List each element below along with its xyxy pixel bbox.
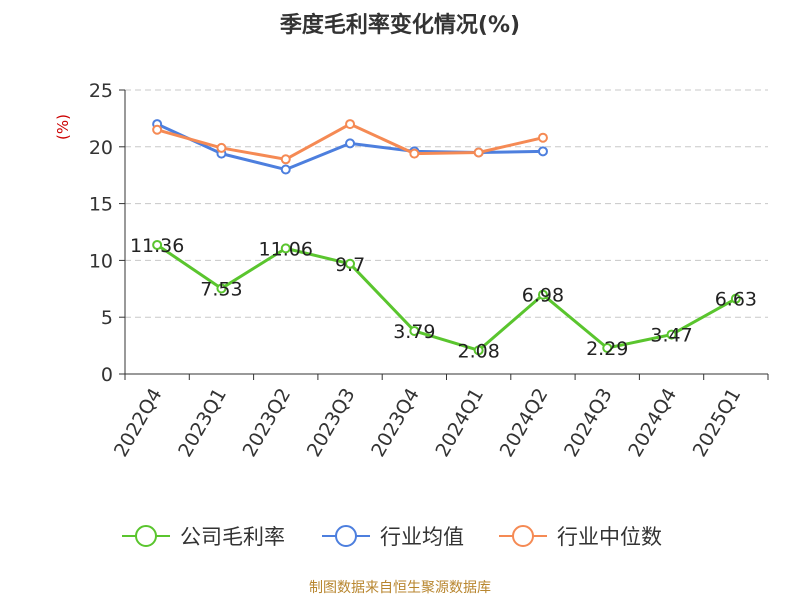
data-point <box>666 329 677 340</box>
x-tick-label: 2022Q4 <box>110 385 167 461</box>
data-point <box>473 345 484 356</box>
data-point <box>537 132 548 143</box>
data-point <box>537 289 548 300</box>
grid <box>125 89 768 318</box>
data-point <box>345 258 356 269</box>
axes: 0 5 10 15 20 25 2022Q4 2023Q1 2023Q2 2023Q3 2023Q4… <box>89 80 769 461</box>
x-tick-label: 2023Q1 <box>174 385 231 461</box>
legend-item-1[interactable]: 行业均值 <box>322 525 464 549</box>
data-label: 3.47 <box>650 325 692 347</box>
x-tick-label: 2024Q2 <box>496 385 553 461</box>
x-tick-label: 2023Q4 <box>367 385 424 461</box>
legend-marker <box>135 525 157 547</box>
data-label: 11.36 <box>130 235 184 257</box>
legend-label: 公司毛利率 <box>180 525 285 549</box>
data-point <box>602 342 613 353</box>
data-point <box>345 138 356 149</box>
data-point <box>280 154 291 165</box>
chart-title: 季度毛利率变化情况(%) <box>280 12 520 38</box>
data-point <box>409 148 420 159</box>
data-label: 9.7 <box>335 254 365 276</box>
data-point <box>152 124 163 135</box>
data-label: 3.79 <box>393 321 435 343</box>
data-point <box>473 147 484 158</box>
y-tick-label: 0 <box>101 364 113 386</box>
data-point <box>152 239 163 250</box>
y-axis-unit: (%) <box>54 114 72 140</box>
data-point <box>216 142 227 153</box>
data-label: 2.08 <box>457 340 499 362</box>
x-tick-label: 2024Q1 <box>431 385 488 461</box>
data-point <box>280 164 291 175</box>
y-tick-label: 10 <box>89 250 113 272</box>
y-tick-label: 25 <box>89 80 113 102</box>
x-tick-label: 2024Q3 <box>560 385 617 461</box>
y-tick-label: 20 <box>89 137 113 159</box>
data-point <box>409 325 420 336</box>
data-label: 6.98 <box>522 285 564 307</box>
legend-label: 行业均值 <box>380 525 464 549</box>
data-point <box>537 146 548 157</box>
data-point <box>345 119 356 130</box>
series-line-0 <box>156 243 737 352</box>
y-tick-label: 5 <box>101 307 113 329</box>
data-label: 7.53 <box>200 278 242 300</box>
data-point <box>216 283 227 294</box>
x-tick-label: 2023Q2 <box>239 385 296 461</box>
legend-label: 行业中位数 <box>557 525 662 549</box>
x-tick-label: 2023Q3 <box>303 385 360 461</box>
legend-item-0[interactable]: 公司毛利率 <box>122 525 285 549</box>
data-point <box>280 243 291 254</box>
data-label: 11.06 <box>259 238 313 260</box>
legend-marker <box>512 525 534 547</box>
series-layer: 11.36 7.53 11.06 9.7 3.79 2.08 6.98 2.29 3.47 6.6… <box>130 119 757 362</box>
x-tick-label: 2025Q1 <box>689 385 746 461</box>
y-tick-label: 15 <box>89 194 113 216</box>
legend-item-2[interactable]: 行业中位数 <box>499 525 662 549</box>
legend-marker <box>335 525 357 547</box>
data-point <box>730 293 741 304</box>
legend: 公司毛利率 行业均值 行业中位数 <box>122 525 662 549</box>
data-label: 2.29 <box>586 338 628 360</box>
x-tick-label: 2024Q4 <box>624 385 681 461</box>
data-label: 6.63 <box>715 289 757 311</box>
source-note: 制图数据来自恒生聚源数据库 <box>309 580 491 596</box>
